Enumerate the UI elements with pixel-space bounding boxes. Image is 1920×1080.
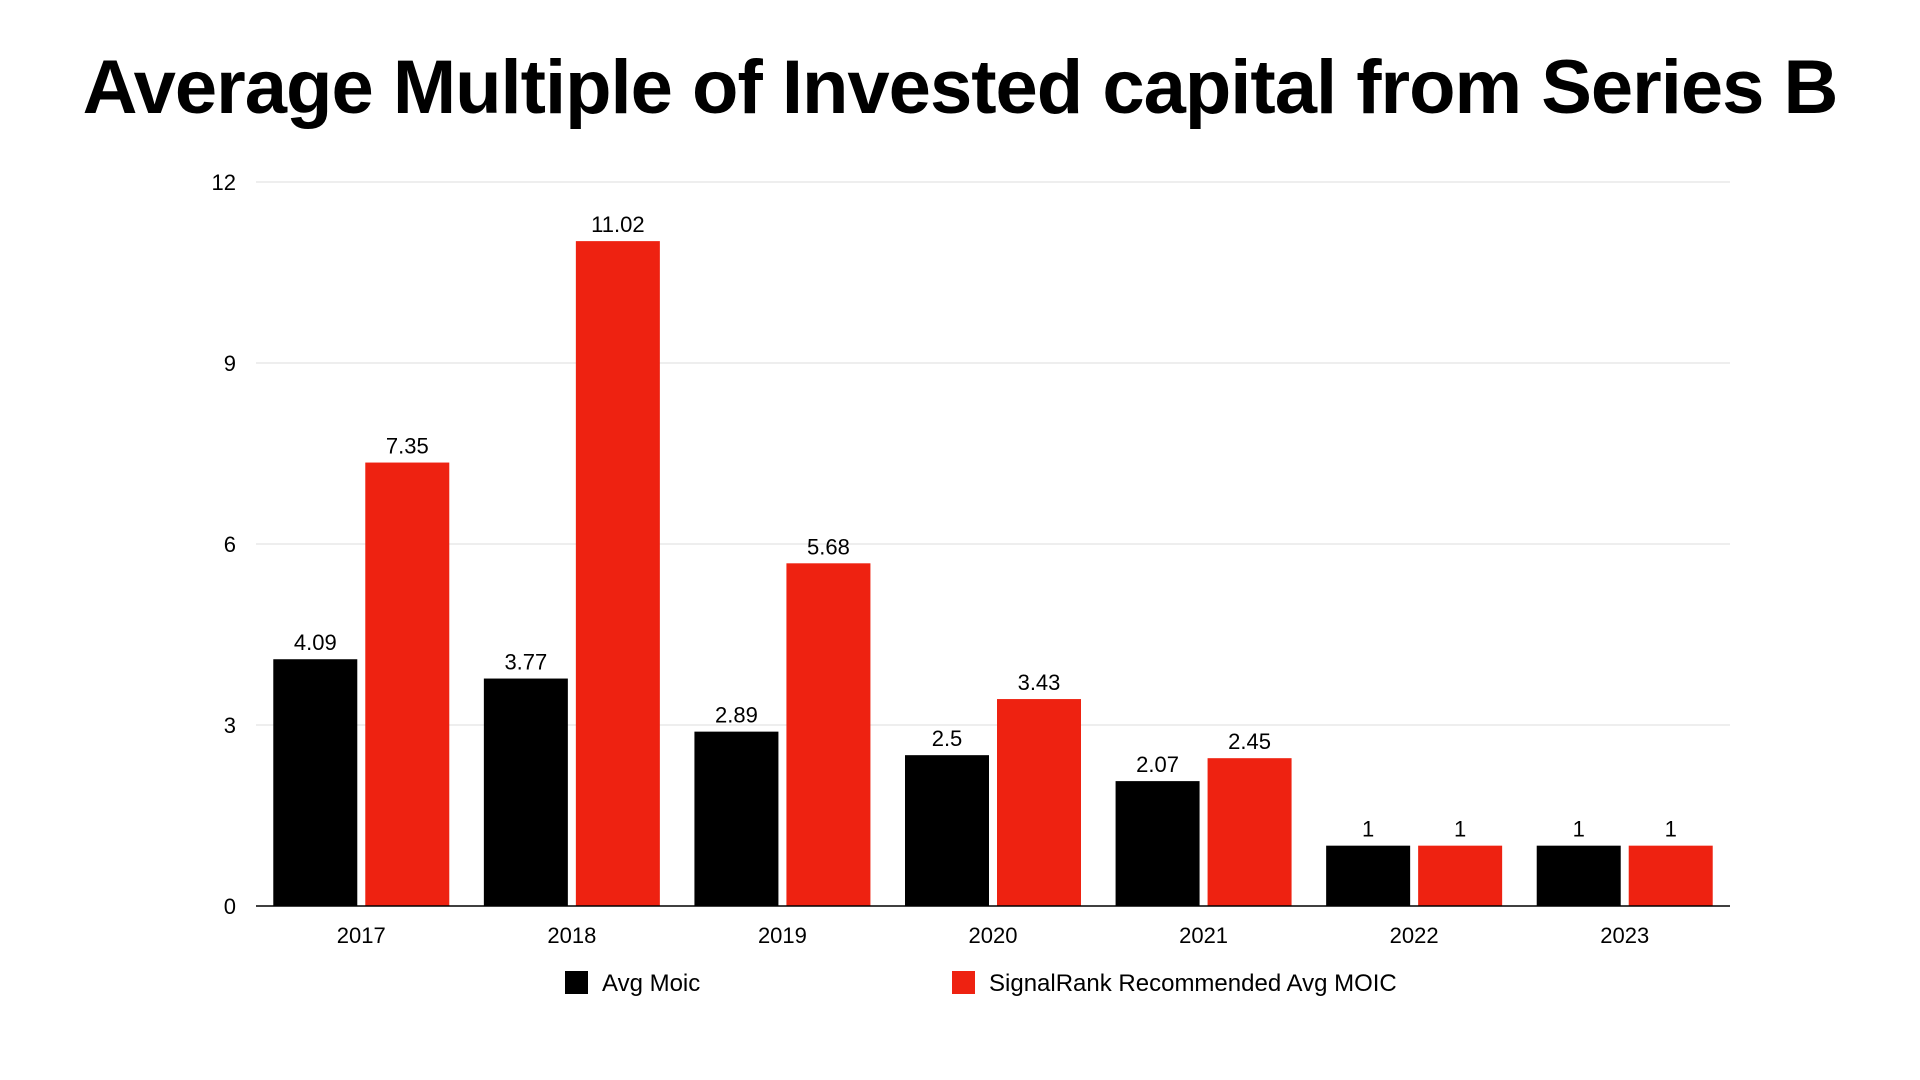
y-tick-label: 9	[224, 351, 236, 376]
x-tick-label: 2019	[758, 923, 807, 948]
bar-signalrank-moic-2019	[786, 563, 871, 906]
bar-avg-moic-2018	[483, 678, 568, 906]
bar-value-label: 11.02	[591, 212, 644, 237]
bar-value-label: 5.68	[807, 534, 850, 559]
bars	[273, 241, 1713, 907]
legend-label: SignalRank Recommended Avg MOIC	[989, 970, 1397, 997]
bar-value-label: 1	[1362, 817, 1374, 842]
y-tick-label: 12	[212, 170, 236, 195]
y-tick-label: 0	[224, 894, 236, 919]
chart-title: Average Multiple of Invested capital fro…	[82, 45, 1839, 130]
bar-signalrank-moic-2021	[1207, 758, 1292, 906]
legend-swatch	[565, 971, 588, 994]
y-tick-label: 3	[224, 713, 236, 738]
y-tick-label: 6	[224, 532, 236, 557]
bar-signalrank-moic-2017	[365, 462, 450, 906]
bar-signalrank-moic-2023	[1628, 845, 1713, 906]
x-tick-label: 2017	[337, 923, 386, 948]
bar-value-label: 2.5	[932, 726, 963, 751]
legend: Avg Moic SignalRank Recommended Avg MOIC	[565, 970, 1397, 997]
bar-avg-moic-2017	[273, 659, 358, 906]
x-tick-label: 2021	[1179, 923, 1228, 948]
bar-value-label: 3.77	[504, 650, 547, 675]
bar-value-label: 1	[1454, 817, 1466, 842]
bar-value-labels: 4.09 7.35 3.77 11.02 2.89 5.68 2.5 3.43 2.07 2.45…	[294, 212, 1677, 842]
x-tick-label: 2022	[1390, 923, 1439, 948]
bar-avg-moic-2020	[905, 755, 989, 906]
bar-avg-moic-2022	[1326, 845, 1411, 906]
x-tick-label: 2018	[547, 923, 596, 948]
bar-avg-moic-2021	[1115, 781, 1200, 906]
bar-avg-moic-2023	[1536, 845, 1621, 906]
bar-value-label: 4.09	[294, 630, 337, 655]
y-axis-tick-labels: 0 3 6 9 12	[212, 170, 236, 919]
bar-value-label: 2.07	[1136, 752, 1179, 777]
bar-avg-moic-2019	[694, 731, 779, 906]
bar-value-label: 1	[1665, 817, 1677, 842]
x-tick-label: 2023	[1600, 923, 1649, 948]
bar-value-label: 2.45	[1228, 729, 1271, 754]
bar-value-label: 1	[1573, 817, 1585, 842]
bar-signalrank-moic-2020	[997, 699, 1081, 906]
legend-swatch	[952, 971, 975, 994]
bar-value-label: 3.43	[1018, 670, 1061, 695]
legend-label: Avg Moic	[602, 970, 700, 997]
bar-value-label: 2.89	[715, 703, 758, 728]
bar-value-label: 7.35	[386, 434, 429, 459]
x-axis-tick-labels: 2017 2018 2019 2020 2021 2022 2023	[337, 923, 1649, 948]
bar-signalrank-moic-2018	[575, 241, 660, 907]
gridlines	[256, 181, 1730, 726]
bar-signalrank-moic-2022	[1418, 845, 1503, 906]
x-tick-label: 2020	[969, 923, 1018, 948]
